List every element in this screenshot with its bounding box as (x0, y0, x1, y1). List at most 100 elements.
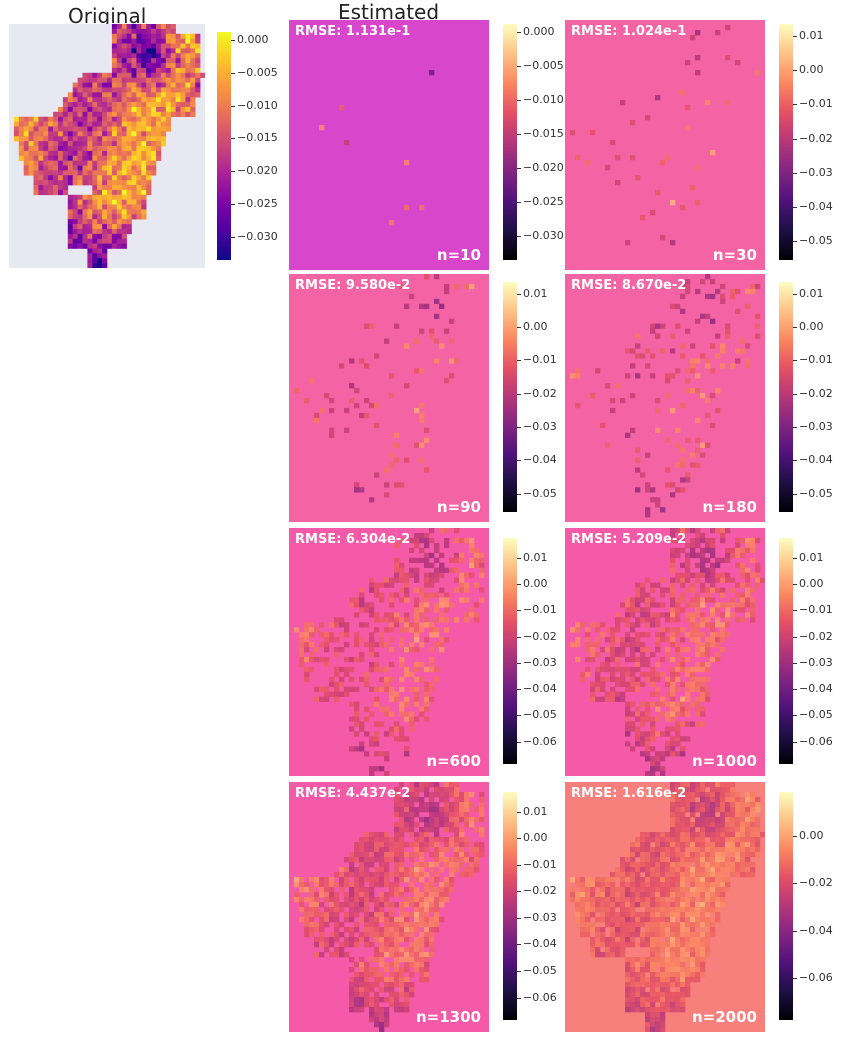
heatmap-cell (344, 407, 350, 414)
heatmap-cell (309, 892, 315, 898)
heatmap-cell (111, 126, 118, 132)
heatmap-cell (92, 224, 98, 230)
heatmap-cell (670, 882, 676, 888)
heatmap-cell (389, 927, 395, 933)
heatmap-cell (429, 661, 435, 668)
heatmap-cell (384, 897, 390, 903)
heatmap-cell (419, 902, 425, 908)
heatmap-cell (705, 442, 711, 448)
heatmap-cell (620, 877, 626, 883)
heatmap-cell (730, 577, 736, 583)
heatmap-cell (650, 1002, 656, 1008)
heatmap-cell (72, 97, 78, 103)
heatmap-cell (690, 787, 696, 793)
heatmap-cell (334, 892, 340, 898)
heatmap-cell (97, 116, 103, 122)
heatmap-cell (655, 982, 661, 988)
heatmap-cell (43, 189, 49, 196)
heatmap-cell (750, 572, 756, 578)
heatmap-cell (755, 802, 761, 808)
heatmap-cell (92, 77, 98, 83)
heatmap-cell (725, 333, 731, 339)
heatmap-cell (107, 77, 113, 83)
heatmap-cell (645, 912, 651, 918)
heatmap-cell (424, 602, 430, 608)
heatmap-cell (82, 146, 88, 152)
heatmap-cell (740, 572, 746, 578)
heatmap-cell (349, 942, 355, 948)
heatmap-cell (369, 766, 375, 772)
heatmap-cell (675, 862, 681, 868)
heatmap-cell (650, 902, 656, 908)
heatmap-cell (329, 691, 335, 697)
heatmap-cell (635, 711, 641, 717)
heatmap-cell (185, 102, 191, 108)
heatmap-cell (384, 681, 390, 688)
heatmap-cell (111, 131, 118, 137)
heatmap-cell (141, 155, 147, 161)
heatmap-cell (319, 952, 325, 958)
tick-mark (517, 917, 521, 919)
heatmap-cell (650, 897, 656, 903)
heatmap-cell (424, 686, 430, 692)
heatmap-cell (399, 577, 405, 583)
heatmap-cell (625, 862, 631, 868)
heatmap-cell (404, 617, 410, 623)
heatmap-cell (334, 912, 340, 918)
heatmap-cell (705, 822, 711, 828)
heatmap-cell (404, 897, 410, 903)
heatmap-cell (409, 857, 415, 863)
heatmap-cell (705, 877, 711, 883)
heatmap-cell (116, 219, 122, 225)
heatmap-cell (111, 160, 118, 166)
heatmap-canvas (294, 528, 485, 776)
heatmap-cell (429, 922, 435, 928)
heatmap-cell (655, 602, 661, 608)
heatmap-cell (62, 165, 69, 171)
heatmap-cell (690, 666, 696, 673)
heatmap-cell (384, 942, 390, 948)
heatmap-cell (680, 927, 686, 933)
heatmap-cell (404, 622, 410, 628)
heatmap-cell (439, 822, 445, 828)
heatmap-cell (38, 146, 44, 152)
heatmap-cell (655, 632, 661, 638)
heatmap-cell (116, 111, 122, 118)
heatmap-cell (685, 842, 691, 848)
tick-label: −0.01 (523, 353, 557, 367)
heatmap-cell (650, 671, 656, 678)
heatmap-cell (389, 686, 395, 692)
heatmap-cell (77, 228, 83, 235)
heatmap-cell (610, 140, 616, 146)
heatmap-cell (146, 87, 152, 93)
heatmap-cell (87, 82, 93, 88)
heatmap-cell (474, 552, 480, 559)
heatmap-cell (680, 637, 686, 643)
heatmap-cell (409, 987, 415, 993)
heatmap-cell (690, 822, 696, 828)
heatmap-cell (660, 897, 666, 903)
heatmap-cell (374, 832, 380, 838)
heatmap-cell (740, 597, 746, 603)
heatmap-cell (655, 661, 661, 668)
heatmap-cell (170, 92, 176, 98)
heatmap-cell (640, 632, 646, 638)
heatmap-cell (610, 927, 616, 933)
heatmap-cell (87, 111, 93, 118)
heatmap-cell (670, 797, 676, 803)
heatmap-cell (670, 528, 676, 534)
heatmap-cell (33, 185, 39, 191)
heatmap-cell (121, 155, 127, 161)
heatmap-cell (67, 92, 73, 98)
heatmap-cell (645, 957, 651, 963)
heatmap-cell (474, 562, 480, 568)
heatmap-cell (399, 917, 405, 923)
heatmap-cell (635, 716, 641, 722)
heatmap-cell (444, 617, 450, 623)
heatmap-cell (394, 837, 400, 843)
heatmap-cell (595, 622, 601, 628)
heatmap-cell (660, 592, 666, 598)
heatmap-cell (670, 787, 676, 793)
heatmap-cell (479, 567, 485, 573)
heatmap-cell (165, 121, 171, 127)
